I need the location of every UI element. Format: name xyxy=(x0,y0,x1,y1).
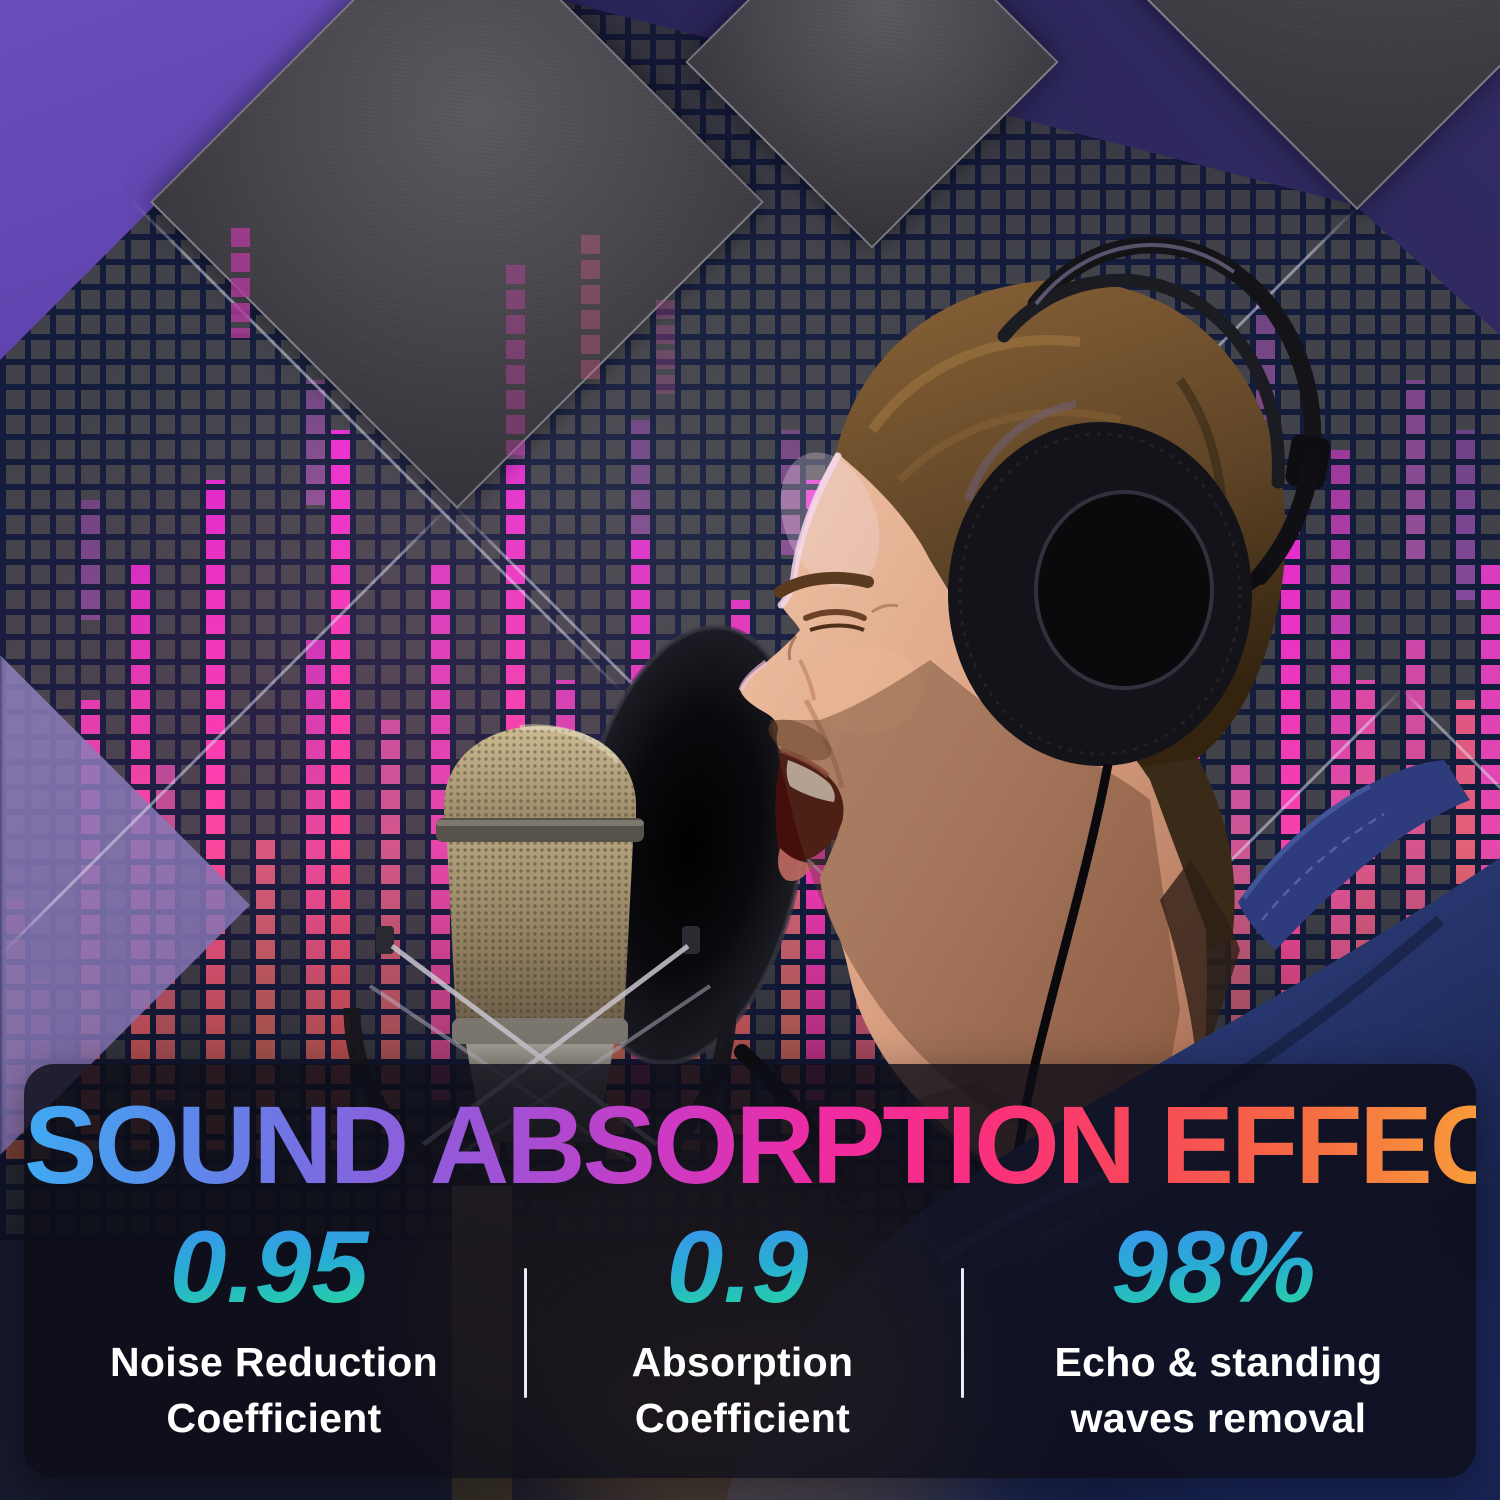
lower-lip xyxy=(778,848,814,882)
stat-divider xyxy=(524,1268,527,1398)
stat-noise-reduction: 0.95 Noise Reduction Coefficient xyxy=(24,1213,524,1447)
stat-label: Echo & standing waves removal xyxy=(1055,1335,1383,1447)
stat-label-line: Absorption xyxy=(631,1339,854,1386)
led-mini-column xyxy=(231,228,250,338)
stat-label-line: Coefficient xyxy=(166,1394,382,1441)
eyebrow xyxy=(774,571,874,598)
stats-row: 0.95 Noise Reduction Coefficient 0.9 Abs… xyxy=(24,1213,1476,1447)
stat-value: 0.95 xyxy=(170,1213,379,1321)
stat-value: 98% xyxy=(1111,1213,1325,1321)
shirt-collar xyxy=(1238,760,1470,950)
stat-absorption: 0.9 Absorption Coefficient xyxy=(524,1213,961,1447)
stat-label-line: Noise Reduction xyxy=(110,1339,438,1386)
stat-label: Absorption Coefficient xyxy=(632,1335,854,1447)
closed-eye xyxy=(803,609,867,621)
stat-label-line: Coefficient xyxy=(634,1394,851,1441)
stat-divider xyxy=(961,1268,964,1398)
stat-echo-removal: 98% Echo & standing waves removal xyxy=(961,1213,1476,1447)
led-mini-column xyxy=(581,235,600,385)
teeth xyxy=(786,760,835,802)
headline-title: SOUND ABSORPTION EFFECT xyxy=(24,1084,1500,1207)
led-mini-column xyxy=(656,300,675,400)
stat-label: Noise Reduction Coefficient xyxy=(110,1335,438,1447)
beard-stubble xyxy=(770,660,1180,1180)
stat-value: 0.9 xyxy=(667,1213,819,1321)
stat-label-line: waves removal xyxy=(1070,1394,1367,1441)
led-mini-column xyxy=(506,265,525,455)
stats-overlay-panel: SOUND ABSORPTION EFFECT 0.95 Noise Reduc… xyxy=(24,1064,1500,1478)
stat-label-line: Echo & standing xyxy=(1054,1339,1383,1386)
